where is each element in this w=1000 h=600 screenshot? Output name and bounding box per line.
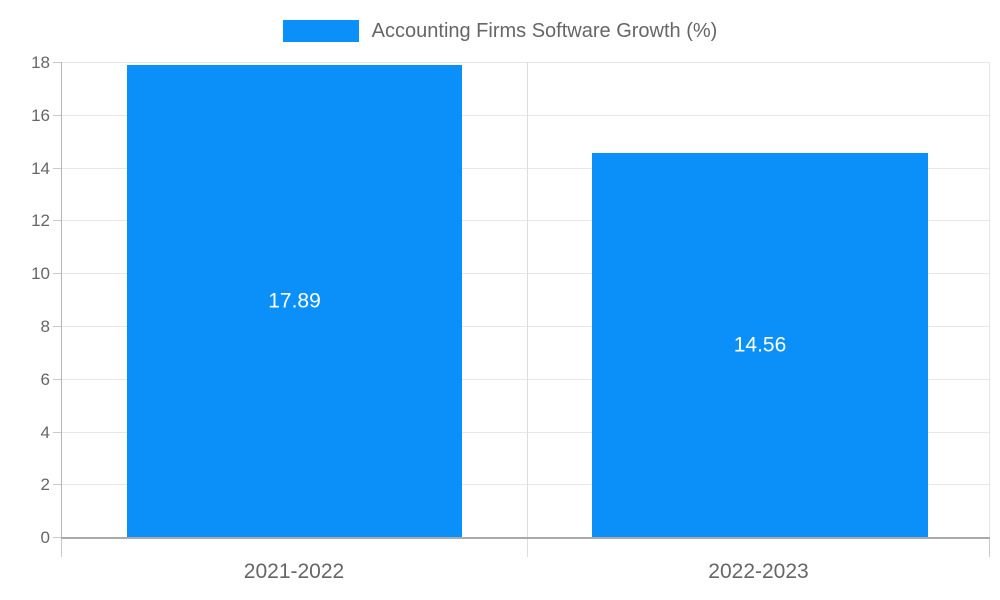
y-tick-label: 4 (40, 423, 50, 442)
gridline-6 (61, 379, 990, 380)
plot-area (61, 62, 990, 537)
y-tick-label: 0 (40, 528, 50, 547)
gridline-14 (61, 168, 990, 169)
gridline-18 (61, 62, 990, 63)
legend-color-swatch-icon (282, 20, 359, 42)
y-axis-line (61, 62, 62, 538)
bar-value-label: 17.89 (268, 289, 321, 313)
y-tick-label: 16 (31, 106, 50, 125)
legend-item-label: Accounting Firms Software Growth (%) (371, 20, 718, 42)
gridline-8 (61, 326, 990, 327)
y-tick-label: 2 (40, 475, 50, 494)
y-tick-mark (53, 273, 61, 274)
y-tick-label: 6 (40, 370, 50, 389)
y-tick-mark (53, 168, 61, 169)
y-tick-label: 14 (31, 159, 50, 178)
y-tick-mark (53, 326, 61, 327)
y-tick-mark (53, 115, 61, 116)
y-tick-mark (53, 220, 61, 221)
axis-start-tick (61, 539, 62, 557)
x-axis-line (61, 537, 990, 539)
gridline-10 (61, 273, 990, 274)
plot-right-border (989, 62, 990, 537)
y-tick-label: 10 (31, 264, 50, 283)
y-tick-mark (53, 537, 61, 538)
x-tick-label-2021-2022: 2021-2022 (243, 560, 345, 583)
y-tick-mark (53, 432, 61, 433)
y-tick-label: 8 (40, 317, 50, 336)
y-tick-label: 12 (31, 211, 50, 230)
y-tick-mark (53, 379, 61, 380)
gridline-16 (61, 115, 990, 116)
category-separator-tick-upper (527, 62, 528, 537)
category-separator-tick-lower (527, 539, 528, 557)
axis-end-tick (989, 539, 990, 557)
gridline-2 (61, 484, 990, 485)
x-tick-label-2022-2023: 2022-2023 (708, 560, 809, 583)
y-tick-label: 18 (31, 53, 50, 72)
legend-item-accounting-firms-software-growth[interactable]: Accounting Firms Software Growth (%) (282, 20, 718, 42)
gridline-4 (61, 432, 990, 433)
bar-2022-2023[interactable]: 14.56 (592, 153, 928, 537)
bar-2021-2022[interactable]: 17.89 (127, 65, 462, 537)
gridline-12 (61, 220, 990, 221)
bar-value-label: 14.56 (733, 333, 787, 357)
y-tick-mark (53, 484, 61, 485)
y-tick-mark (53, 62, 61, 63)
chart-legend: Accounting Firms Software Growth (%) (0, 14, 1000, 48)
